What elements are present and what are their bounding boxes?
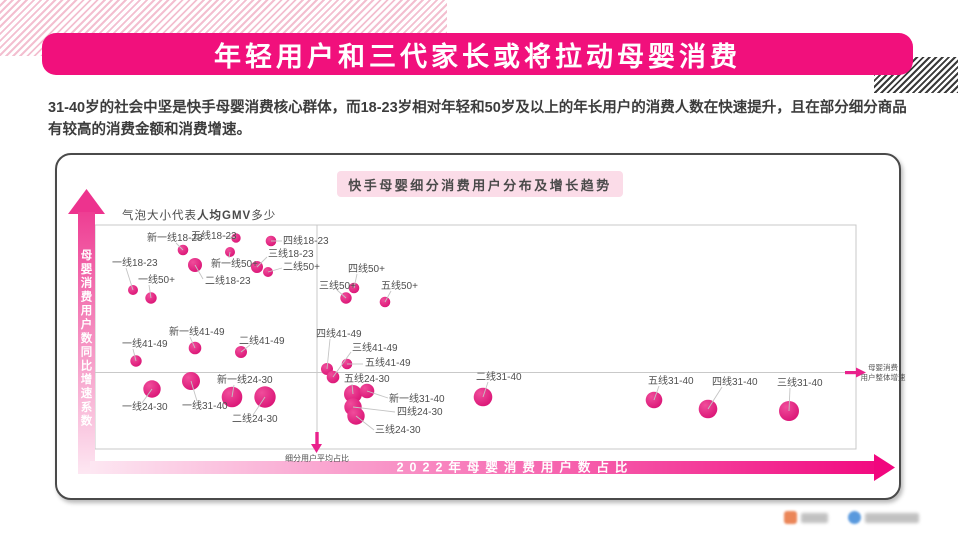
bubble-leader-line [189, 336, 196, 349]
bubble-label: 一线50+ [138, 273, 175, 286]
x-axis-arrowhead-icon [874, 454, 895, 481]
bubble-leader-line [482, 381, 489, 398]
y-axis-label-char: 系 [81, 400, 93, 414]
y-axis-label-char: 婴 [81, 263, 93, 276]
bubble-leader-line [141, 388, 153, 404]
bubble-label: 二线41-49 [239, 334, 285, 347]
bubble-leader-line [653, 385, 660, 401]
watermark-logo-blue-icon [848, 511, 861, 524]
bubble-label: 新一线50+ [211, 257, 258, 270]
bubble-label: 四线50+ [348, 262, 385, 275]
bubble-label: 五线24-30 [344, 372, 390, 385]
y-axis-label-char: 数 [81, 331, 93, 345]
watermark-logo-orange-icon [784, 511, 797, 524]
bubble-leader-line [190, 380, 198, 402]
bubble-leader-line [351, 383, 354, 395]
bubble-label: 五线18-23 [191, 229, 237, 242]
bubble-leader-line [353, 273, 358, 289]
bubble-label: 三线50+ [319, 279, 356, 292]
y-axis-label-char: 消 [81, 276, 93, 290]
chart-title: 快手母婴细分消费用户分布及增长趋势 [348, 177, 612, 193]
page-title: 年轻用户和三代家长或将拉动母婴消费 [214, 41, 741, 72]
y-axis-label-char: 比 [81, 358, 93, 372]
bubble-leader-line [366, 390, 389, 399]
bubble-label: 一线31-40 [182, 399, 228, 412]
bubble-leader-line [256, 256, 268, 268]
bubble-leader-line [194, 264, 204, 280]
bubble-leader-line [355, 415, 375, 431]
bubble-leader-line [788, 387, 791, 412]
overall-growth-arrow [845, 371, 856, 375]
y-axis-label-char: 母 [81, 248, 93, 262]
bubble-leader-line [352, 406, 396, 413]
y-axis-arrow [78, 212, 95, 474]
bubble-size-note: 气泡大小代表人均GMV多少 [122, 210, 277, 222]
bubble-leader-line [175, 242, 184, 251]
avg-share-arrowhead-icon [311, 444, 322, 453]
overall-growth-label: 母婴消费 [868, 362, 898, 372]
intro-text: 31-40岁的社会中坚是快手母婴消费核心群体，而18-23岁相对年轻和50岁及以… [48, 97, 934, 141]
y-axis-label-char: 增 [81, 372, 93, 386]
bubble-leader-line [228, 251, 231, 259]
page-title-banner: 年轻用户和三代家长或将拉动母婴消费 [42, 33, 913, 75]
bubble-label: 三线31-40 [777, 376, 823, 389]
bubble-label: 二线31-40 [476, 370, 522, 383]
bubble-label: 四线24-30 [397, 405, 443, 418]
bubble-leader-line [125, 267, 134, 291]
bubble-leader-line [326, 338, 331, 370]
y-axis-arrowhead-icon [68, 189, 105, 214]
bubble-leader-line [336, 289, 347, 299]
x-axis-arrow [90, 461, 874, 474]
bubble-leader-line [148, 284, 152, 299]
bubble-label: 二线50+ [283, 260, 320, 273]
bubble-leader-line [707, 386, 723, 410]
y-axis-label-char: 用 [80, 304, 93, 317]
intro-text-line-1: 31-40岁的社会中坚是快手母婴消费核心群体，而18-23岁相对年轻和50岁及以… [48, 100, 907, 116]
overall-growth-arrowhead-icon [856, 367, 866, 378]
bubble-label: 三线41-49 [352, 341, 398, 354]
bubble-label: 四线41-49 [316, 327, 362, 340]
bubble-leader-line [240, 344, 251, 353]
intro-text-line-2: 有较高的消费金额和消费增速。 [48, 122, 251, 138]
bubble-label: 新一线24-30 [217, 373, 273, 386]
bubble-label: 四线31-40 [712, 375, 758, 388]
y-axis-label-char: 费 [81, 289, 93, 303]
bubble-label: 新一线31-40 [389, 392, 445, 405]
chart-title-badge: 快手母婴细分消费用户分布及增长趋势 [337, 171, 623, 197]
overall-growth-label: 用户整体增速 [861, 372, 906, 382]
watermark-logo-blue-text [865, 513, 919, 523]
bubble-label: 四线18-23 [283, 234, 329, 247]
bubble-label: 新一线41-49 [169, 325, 225, 338]
x-axis-label: 2022年母婴消费用户数占比 [397, 460, 634, 475]
bubble-label: 五线31-40 [648, 374, 694, 387]
bubble-label: 三线18-23 [268, 247, 314, 260]
bubble-leader-line [223, 235, 237, 239]
bubble-leader-line [231, 384, 235, 398]
chart-card [55, 153, 901, 500]
bubble-label: 二线18-23 [205, 274, 251, 287]
watermark-logo-orange-text [801, 513, 828, 523]
bubble-label: 新一线18-23 [147, 231, 203, 244]
bubble-leader-line [267, 267, 283, 273]
y-axis-label-char: 速 [81, 386, 93, 400]
bubble-label: 一线18-23 [112, 256, 158, 269]
bubble-leader-line [132, 348, 137, 362]
bubble-leader-line [252, 396, 266, 416]
bubble-leader-line [332, 351, 352, 378]
y-axis-label-char: 户 [81, 317, 93, 331]
bubble-label: 五线50+ [381, 279, 418, 292]
bubble-label: 三线24-30 [375, 423, 421, 436]
y-axis-label-char: 数 [81, 414, 93, 428]
bubble-label: 五线41-49 [365, 356, 411, 369]
avg-share-arrow [315, 432, 319, 444]
bubble-leader-line [384, 290, 392, 303]
bubble-label: 二线24-30 [232, 412, 278, 425]
y-axis-label-char: 同 [81, 346, 93, 359]
bubble-label: 一线41-49 [122, 337, 168, 350]
avg-share-label: 细分用户平均占比 [285, 453, 349, 463]
bubble-label: 一线24-30 [122, 400, 168, 413]
